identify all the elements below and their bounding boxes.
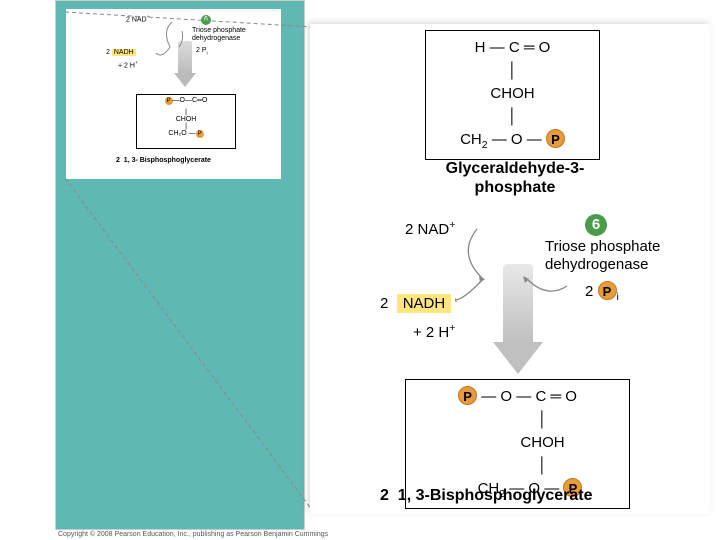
- step-circle: 6: [585, 214, 607, 236]
- top-molecule-box: H — C ═ O │ CHOH │ CH2 — O — P: [425, 30, 600, 160]
- phosphate-icon: P: [598, 281, 617, 300]
- thumb-molecule-box: P—O—C═O | CHOH | CH₂O —P: [136, 94, 236, 149]
- hplus-label: + 2 H+: [413, 322, 455, 341]
- thumb-enzyme: Triose phosphate dehydrogenase: [192, 27, 262, 42]
- curve-arrows: [455, 224, 575, 334]
- phosphate-icon: P: [458, 386, 477, 405]
- bmol-line1: P — O — C ═ O: [420, 386, 615, 407]
- callout-panel: H — C ═ O │ CHOH │ CH2 — O — P Glycerald…: [310, 24, 710, 514]
- thumb-nadh: 2 NADH: [106, 49, 136, 56]
- nadh-label: 2 NADH: [380, 294, 451, 313]
- thumb-white-area: 2 NAD+ 6 Triose phosphate dehydrogenase …: [66, 9, 281, 179]
- thumb-nad: 2 NAD+: [126, 15, 149, 23]
- top-molecule-label: Glyceraldehyde-3-phosphate: [430, 159, 600, 197]
- thumb-pi: 2 Pi: [196, 47, 208, 56]
- mol-line1: H — C ═ O: [440, 37, 585, 58]
- mol-line3: CH2 — O — P: [440, 129, 585, 153]
- thumbnail-panel: 2 NAD+ 6 Triose phosphate dehydrogenase …: [55, 0, 305, 530]
- thumb-hplus: + 2 H+: [118, 61, 138, 69]
- pi-label: 2 Pi: [585, 281, 619, 303]
- mol-line2: CHOH: [440, 83, 585, 104]
- bmol-line2: CHOH: [470, 432, 615, 453]
- thumb-step-circle: 6: [201, 15, 211, 25]
- thumb-product: 2 1, 3- Bisphosphoglycerate: [116, 157, 211, 164]
- phosphate-icon: P: [546, 129, 565, 148]
- thumb-curve-arrows: [154, 19, 184, 74]
- product-label: 2 1, 3-Bisphosphoglycerate: [380, 487, 593, 505]
- nad-label: 2 NAD+: [405, 219, 455, 238]
- copyright-text: Copyright © 2008 Pearson Education, Inc.…: [58, 531, 328, 538]
